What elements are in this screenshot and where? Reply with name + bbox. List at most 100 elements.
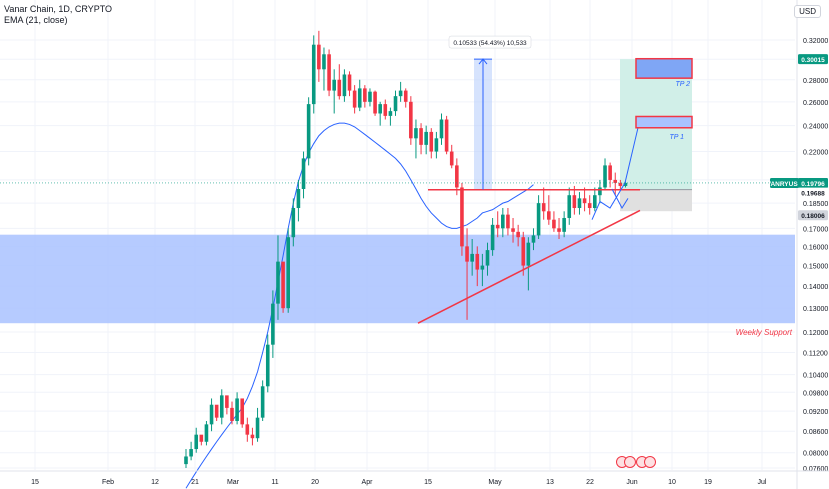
candle-body [276, 261, 280, 304]
candle [276, 235, 280, 320]
y-tick-label: 0.11200 [803, 351, 828, 358]
candle-body [526, 242, 531, 266]
y-tick-label: 0.17000 [803, 226, 828, 233]
candle-body [219, 395, 224, 418]
y-tick-label: 0.09800 [803, 390, 828, 397]
stop-zone [620, 189, 692, 212]
candle-body [209, 404, 214, 425]
candle-body [194, 434, 199, 450]
tp1-box [635, 115, 693, 129]
candle [593, 187, 597, 212]
x-tick-label: 10 [668, 479, 676, 486]
candle-body [199, 434, 204, 442]
candle-body [414, 128, 418, 139]
event-flag-circle [624, 456, 636, 468]
candle-body [255, 417, 260, 439]
candle-body [403, 90, 408, 102]
candle-body [214, 404, 219, 418]
candle [260, 380, 265, 421]
candle-body [332, 79, 336, 91]
candle-body [301, 158, 306, 189]
candle-body [598, 187, 602, 196]
candle [470, 239, 474, 276]
zones-layer [0, 59, 795, 324]
price-label-stop [798, 210, 828, 221]
candle [322, 47, 326, 91]
x-tick-label: Jul [758, 479, 767, 486]
candle [286, 228, 290, 313]
candle-body [409, 101, 413, 139]
x-tick-label: 21 [191, 479, 199, 486]
candle-body [587, 203, 592, 209]
candle-body [434, 138, 439, 152]
candle-body [516, 231, 520, 238]
y-tick-label: 0.12000 [803, 330, 828, 337]
candle [521, 231, 526, 276]
candle [311, 35, 316, 114]
candle [378, 101, 382, 126]
currency-button[interactable]: USD [794, 5, 821, 18]
candle [235, 392, 239, 425]
x-tick-label: 12 [151, 479, 159, 486]
candle-body [291, 208, 296, 238]
candle-body [368, 91, 372, 102]
candle [516, 224, 520, 247]
candle [265, 334, 270, 393]
candle-body [613, 179, 618, 183]
projected-path [591, 127, 639, 220]
candles-layer [184, 30, 628, 468]
candle-body [480, 265, 485, 270]
x-tick-label: 15 [31, 479, 39, 486]
measure-label-box [448, 35, 532, 49]
candle-body [465, 246, 469, 262]
candle-body [245, 424, 250, 435]
event-flag-icon [636, 456, 656, 468]
price-label-text-target: 0.30015 [801, 57, 825, 64]
candle [618, 179, 623, 191]
candle [184, 449, 188, 468]
candle [608, 162, 612, 188]
candle-body [547, 211, 551, 220]
y-tick-label: 0.07600 [803, 466, 828, 473]
candle-body [398, 90, 403, 97]
candle-body [490, 224, 495, 251]
x-tick-label: Jun [626, 479, 637, 486]
candle-body [470, 253, 474, 262]
candle-body [281, 261, 285, 309]
time-axis: 15 Feb 12 21 Mar 11 20 Apr 15 May 13 22 Jun 10 19 Jul [0, 470, 829, 486]
candle-body [317, 44, 321, 70]
candle-body [577, 198, 582, 209]
y-tick-label: 0.32000 [803, 38, 828, 45]
candle-body [562, 217, 566, 232]
candle-body [352, 90, 357, 108]
candle-body [378, 104, 382, 114]
candle-body [424, 131, 428, 145]
candle [245, 417, 250, 442]
x-tick-label: 22 [586, 479, 594, 486]
candle [567, 187, 572, 225]
y-tick-label: 0.14000 [803, 284, 828, 291]
candle [490, 217, 495, 256]
price-label-symbol [770, 177, 799, 188]
candle [281, 261, 285, 313]
candle [419, 123, 423, 155]
candle [536, 195, 541, 240]
candle [485, 242, 490, 276]
price-label-target [798, 54, 828, 65]
x-tick-label: Apr [362, 479, 374, 486]
candle-body [593, 195, 597, 209]
candle [209, 398, 214, 432]
y-tick-label: 0.10400 [803, 373, 828, 380]
candle-body [429, 131, 434, 152]
y-tick-label: 0.16000 [803, 244, 828, 251]
price-label-text-stop: 0.18006 [801, 213, 825, 220]
candle-body [337, 79, 342, 97]
y-tick-label: 0.22000 [803, 150, 828, 157]
candle-body [204, 424, 209, 442]
y-tick-label: 0.09200 [803, 409, 828, 416]
candle-body [485, 250, 490, 266]
measure-label: 0.10533 (54.43%) 10,533 [453, 40, 527, 47]
candle [587, 195, 592, 215]
indicator-legend[interactable]: EMA (21, close) [4, 15, 68, 25]
